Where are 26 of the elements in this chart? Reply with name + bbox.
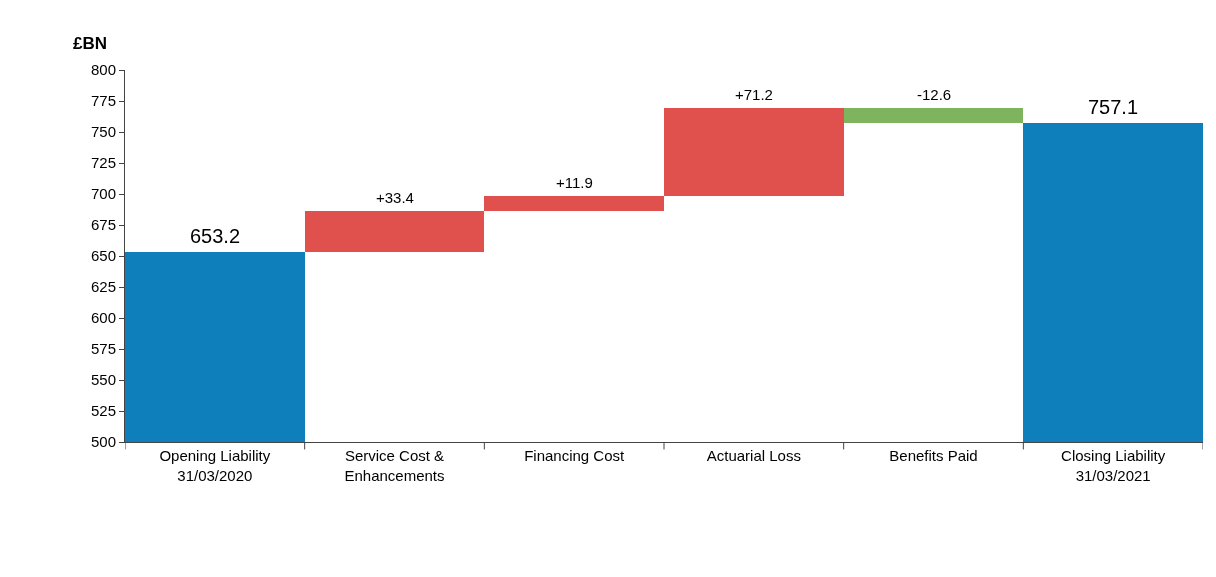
y-tick-label: 675 bbox=[90, 216, 116, 234]
y-tick-label: 725 bbox=[90, 154, 116, 172]
data-label: +33.4 bbox=[376, 189, 414, 206]
x-tick-label: Service Cost & Enhancements bbox=[344, 447, 445, 484]
data-label: 653.2 bbox=[190, 225, 241, 247]
x-tick-label: Opening Liability 31/03/2020 bbox=[159, 447, 271, 484]
y-tick-label: 800 bbox=[90, 61, 116, 79]
data-label: 757.1 bbox=[1088, 96, 1139, 118]
y-tick-label: 500 bbox=[90, 433, 116, 451]
x-tick-label: Financing Cost bbox=[524, 447, 626, 464]
y-tick-label: 775 bbox=[90, 92, 116, 110]
y-tick-label: 600 bbox=[90, 309, 116, 327]
y-tick-label: 650 bbox=[90, 247, 116, 265]
x-tick-label: Benefits Paid bbox=[889, 447, 978, 464]
data-label: +11.9 bbox=[556, 174, 593, 191]
y-tick-label: 575 bbox=[90, 340, 116, 358]
y-tick-label: 700 bbox=[90, 185, 116, 203]
y-tick-label: 525 bbox=[90, 402, 116, 420]
data-label: -12.6 bbox=[917, 86, 952, 103]
x-tick-label: Closing Liability 31/03/2021 bbox=[1061, 447, 1166, 484]
y-axis-title: £BN bbox=[73, 34, 108, 53]
y-tick-label: 625 bbox=[90, 278, 116, 296]
y-tick-label: 550 bbox=[90, 371, 116, 389]
x-tick-label: Actuarial Loss bbox=[706, 447, 801, 464]
data-label: +71.2 bbox=[735, 86, 773, 103]
y-tick-label: 750 bbox=[90, 123, 116, 141]
